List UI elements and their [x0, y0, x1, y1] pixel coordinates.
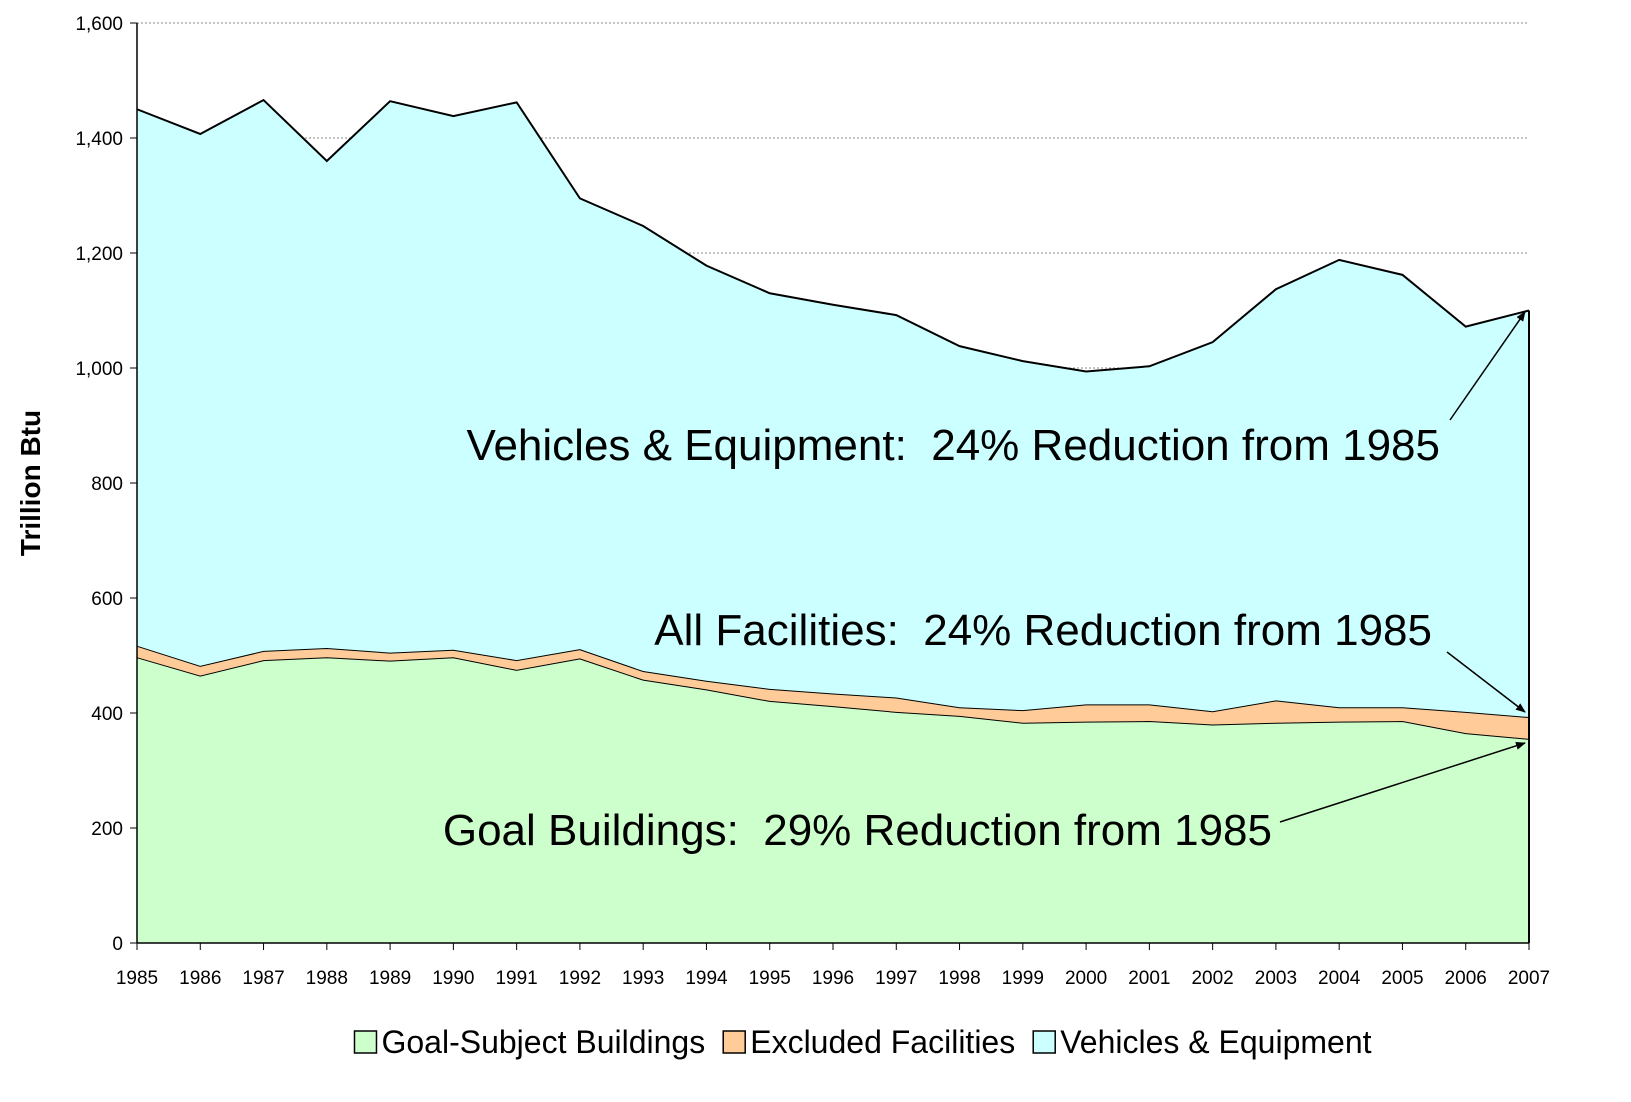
x-tick-label: 1988 [306, 968, 348, 989]
x-tick-label: 1999 [1002, 968, 1044, 989]
y-tick-label: 200 [91, 819, 123, 840]
y-tick-label: 1,200 [75, 244, 123, 265]
y-tick-label: 0 [112, 934, 123, 955]
x-tick-label: 1990 [432, 968, 474, 989]
x-tick-label: 2003 [1255, 968, 1297, 989]
legend-item: Goal-Subject Buildings [353, 1024, 705, 1060]
area [137, 657, 1529, 943]
y-tick-label: 600 [91, 589, 123, 610]
y-tick-label: 1,400 [75, 129, 123, 150]
legend-label: Goal-Subject Buildings [381, 1024, 705, 1060]
x-tick-label: 2004 [1318, 968, 1361, 989]
x-tick-label: 1995 [749, 968, 791, 989]
annotation-arrow [1279, 741, 1526, 823]
x-tick-label: 1998 [938, 968, 980, 989]
y-tick-label: 800 [91, 474, 123, 495]
x-tick-label: 1997 [875, 968, 917, 989]
x-tick-label: 1994 [685, 968, 728, 989]
y-axis-label: Trillion Btu [15, 410, 46, 556]
x-tick-label: 1993 [622, 968, 664, 989]
annotation: Vehicles & Equipment: 24% Reduction from… [467, 421, 1440, 470]
area [137, 645, 1529, 739]
x-tick-label: 1996 [812, 968, 854, 989]
area-outline [136, 98, 1530, 373]
x-tick-label: 2001 [1128, 968, 1170, 989]
annotation-arrow [1446, 651, 1526, 713]
area [137, 100, 1529, 718]
legend-swatch [722, 1030, 746, 1054]
legend-label: Vehicles & Equipment [1060, 1024, 1371, 1060]
x-tick-label: 2002 [1191, 968, 1233, 989]
x-tick-label: 2007 [1508, 968, 1550, 989]
x-tick-label: 2006 [1445, 968, 1487, 989]
legend-swatch [353, 1030, 378, 1054]
annotation: All Facilities: 24% Reduction from 1985 [654, 606, 1432, 655]
x-tick-label: 1989 [369, 968, 411, 989]
legend-swatch [1032, 1030, 1056, 1054]
x-tick-label: 1986 [179, 968, 221, 989]
x-tick-label: 1992 [559, 968, 601, 989]
x-tick-label: 2005 [1381, 968, 1423, 989]
x-tick-label: 1991 [495, 968, 537, 989]
annotation: Goal Buildings: 29% Reduction from 1985 [443, 806, 1272, 855]
annotation-arrow [1449, 311, 1526, 421]
x-tick-label: 1987 [242, 968, 284, 989]
y-tick-label: 1,600 [75, 14, 123, 35]
legend-item: Vehicles & Equipment [1032, 1024, 1372, 1060]
y-tick-label: 1,000 [75, 359, 123, 380]
x-tick-label: 1985 [116, 968, 158, 989]
y-tick-label: 400 [91, 704, 123, 725]
legend-item: Excluded Facilities [722, 1024, 1015, 1060]
legend-label: Excluded Facilities [750, 1024, 1015, 1060]
x-tick-label: 2000 [1065, 968, 1107, 989]
